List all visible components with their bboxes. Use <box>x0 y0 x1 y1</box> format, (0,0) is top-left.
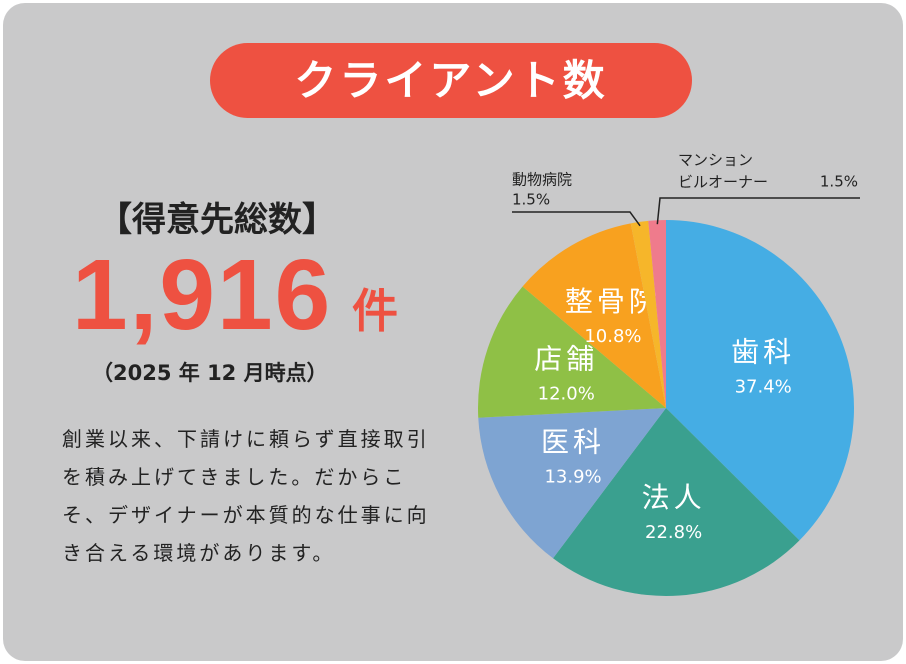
slice-label: 法人 <box>642 481 706 514</box>
summary-count: 1,916 <box>72 239 333 351</box>
outside-label: 動物病院 <box>512 171 572 189</box>
summary-heading: 【得意先総数】 <box>98 200 336 240</box>
slice-label: 医科 <box>541 425 605 458</box>
slice-value-label: 13.9% <box>544 466 601 487</box>
slice-label: 歯科 <box>731 336 795 369</box>
outside-value-label: 1.5% <box>512 191 550 209</box>
pie-slice <box>648 220 666 408</box>
pie-slice <box>630 220 666 408</box>
slice-label: 店舗 <box>534 342 598 375</box>
leader-line <box>512 211 641 227</box>
slice-value-label: 22.8% <box>645 522 702 543</box>
pie-slice <box>478 286 666 418</box>
summary-description: 創業以来、下請けに頼らず直接取引を積み上げてきました。だからこそ、デザイナーが本… <box>62 427 430 565</box>
pie-slice <box>666 220 854 541</box>
slice-value-label: 37.4% <box>735 377 792 398</box>
pie-slice <box>553 408 800 596</box>
summary-unit: 件 <box>352 284 398 338</box>
slice-value-label: 10.8% <box>584 326 641 347</box>
leader-line <box>656 197 860 225</box>
slice-label: 整骨院 <box>565 285 661 318</box>
summary-note: （2025 年 12 月時点） <box>92 361 328 385</box>
slice-value-label: 12.0% <box>538 383 595 404</box>
pie-slice <box>478 408 666 559</box>
outside-label: マンションビルオーナー <box>678 151 768 191</box>
title: クライアント数 <box>210 43 692 118</box>
outside-value-label: 1.5% <box>820 173 858 191</box>
pie-slice <box>522 223 666 408</box>
